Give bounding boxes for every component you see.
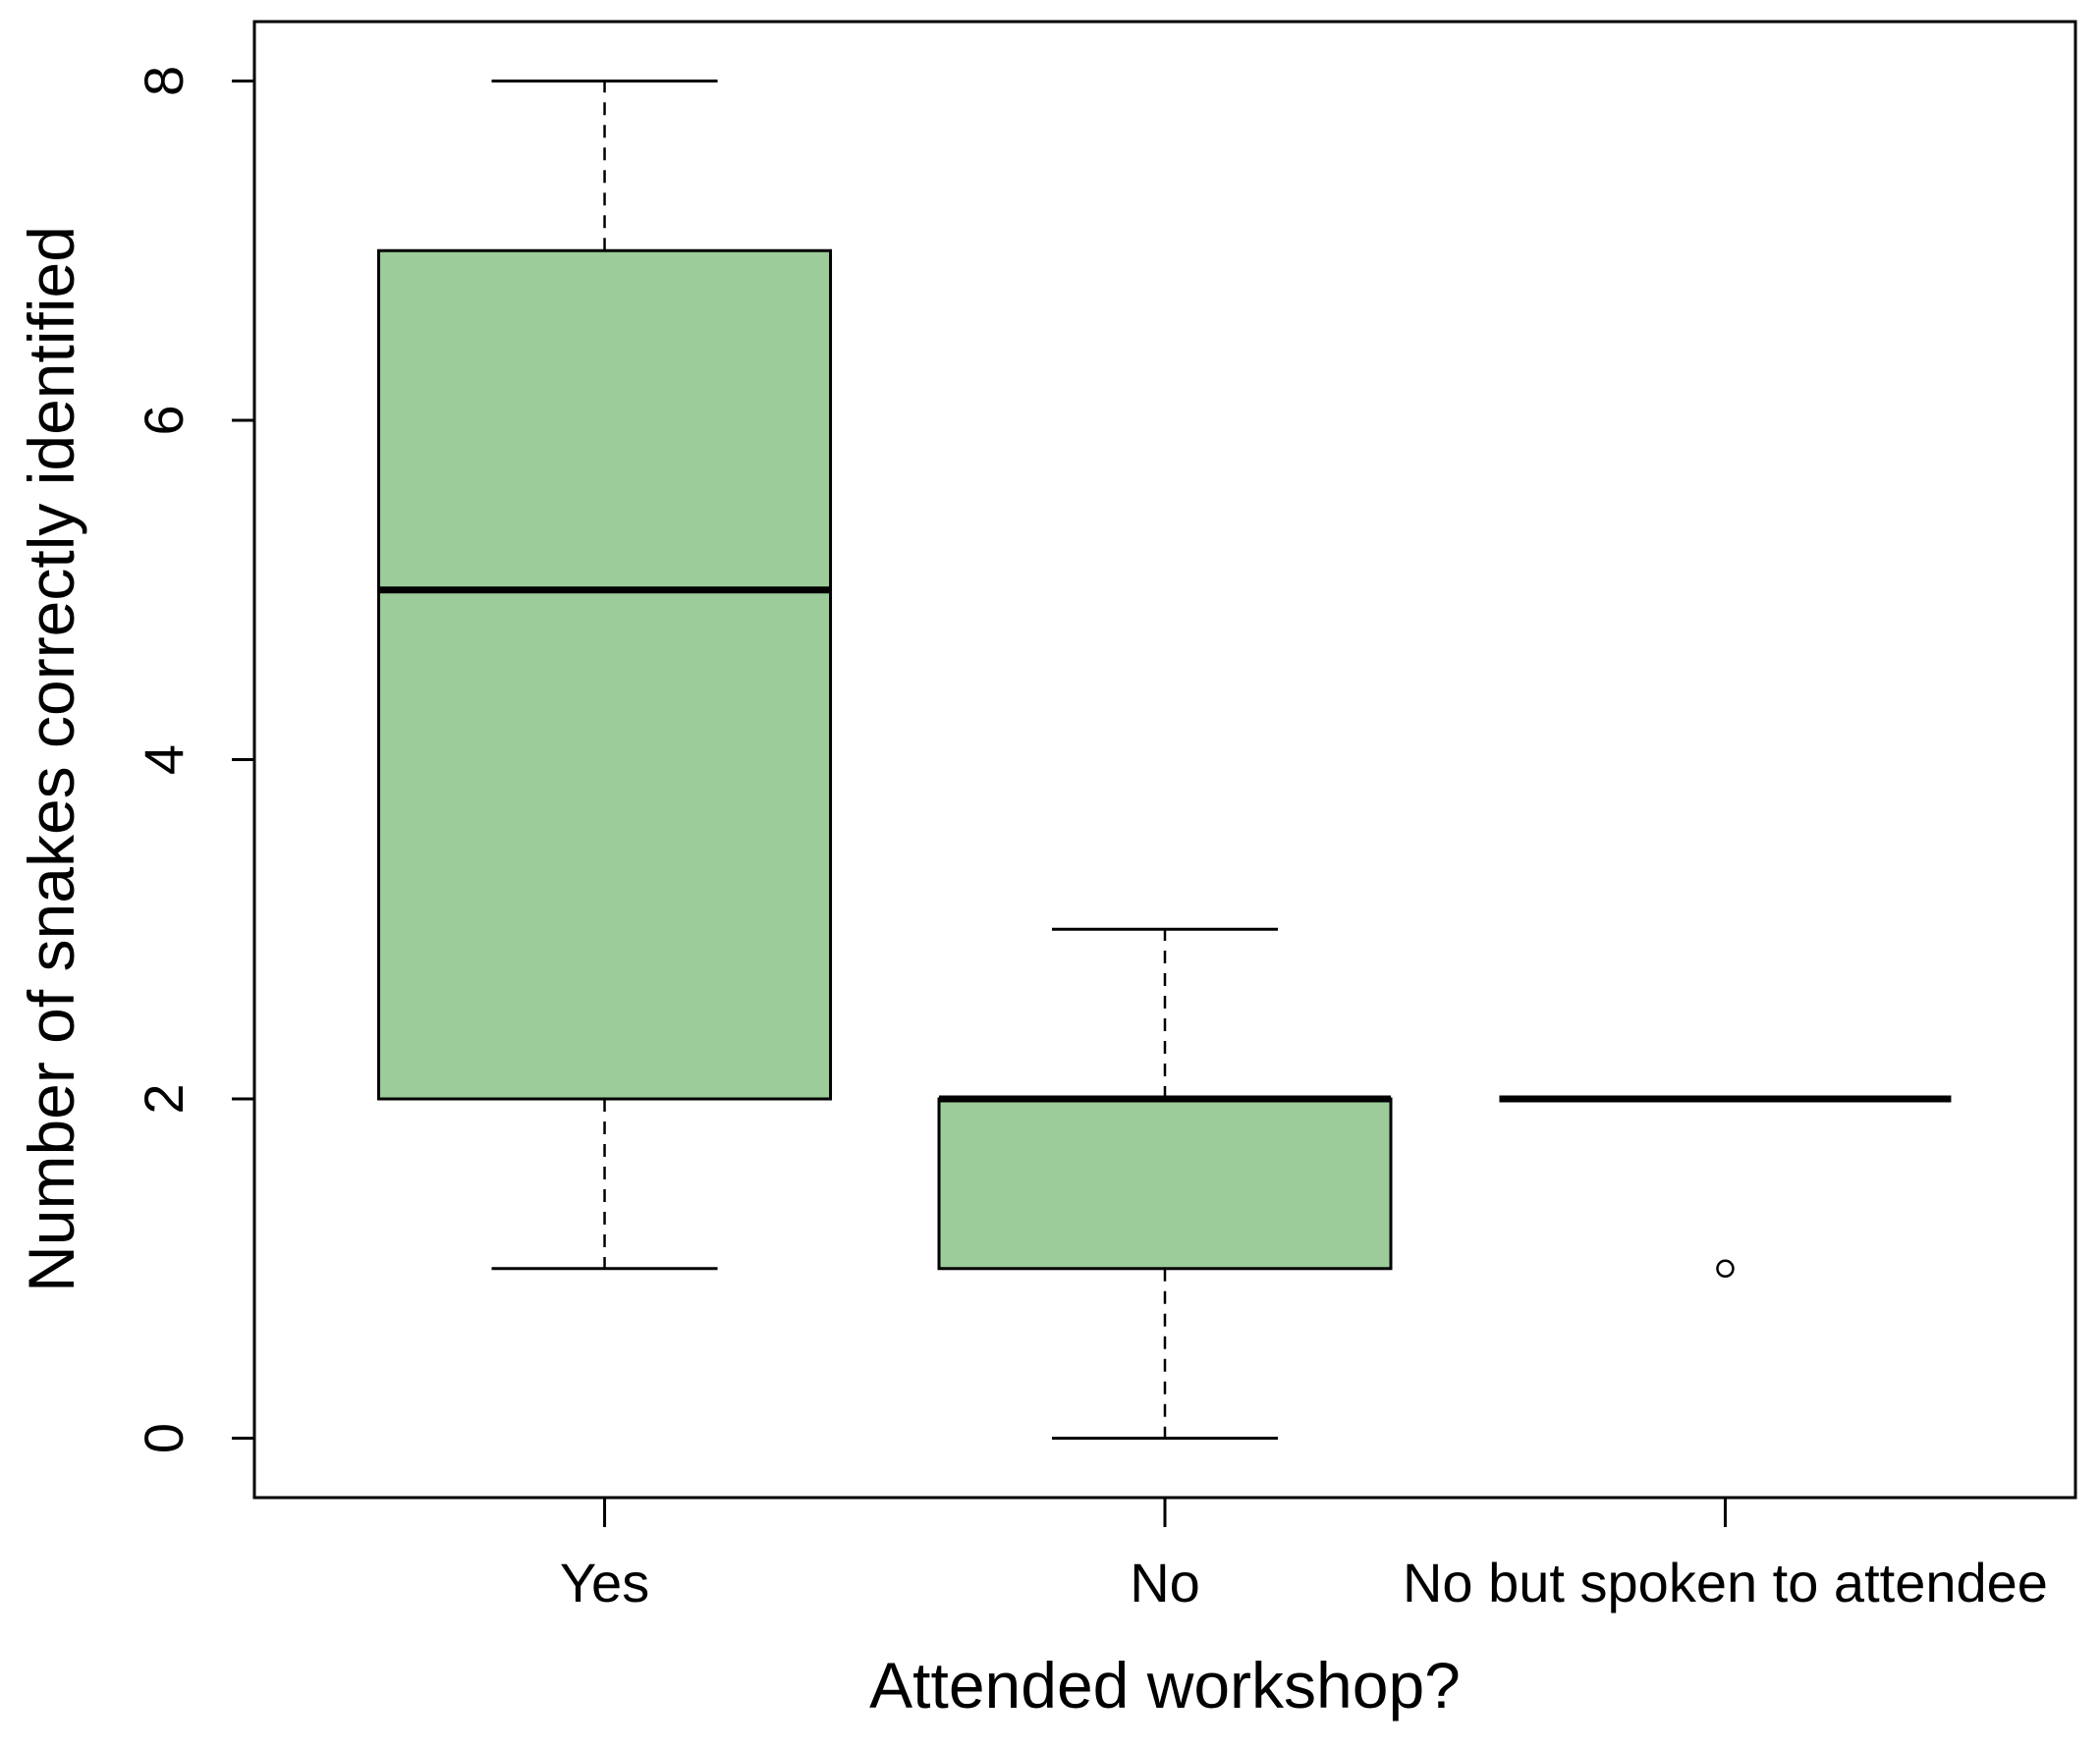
y-axis-title: Number of snakes correctly identified [15,226,87,1292]
y-tick-label: 8 [133,66,194,96]
x-axis: Yes No No but spoken to attendee [560,1498,2048,1613]
x-tick-label: No but spoken to attendee [1403,1552,2048,1613]
box-group [937,927,1393,1441]
x-axis-title: Attended workshop? [869,1649,1461,1722]
box-group [377,79,833,1271]
x-tick-label: No [1130,1552,1200,1613]
boxes-layer [377,79,1952,1441]
y-tick-label: 2 [133,1083,194,1114]
y-axis: 0 2 4 6 8 [133,66,254,1453]
outlier-point [1716,1259,1735,1279]
y-tick-label: 4 [133,744,194,775]
y-tick-label: 6 [133,405,194,435]
box-group [1499,1095,1952,1279]
iqr-box [377,248,833,1101]
x-tick-label: Yes [560,1552,649,1613]
y-tick-label: 0 [133,1423,194,1453]
iqr-box [937,1097,1393,1271]
